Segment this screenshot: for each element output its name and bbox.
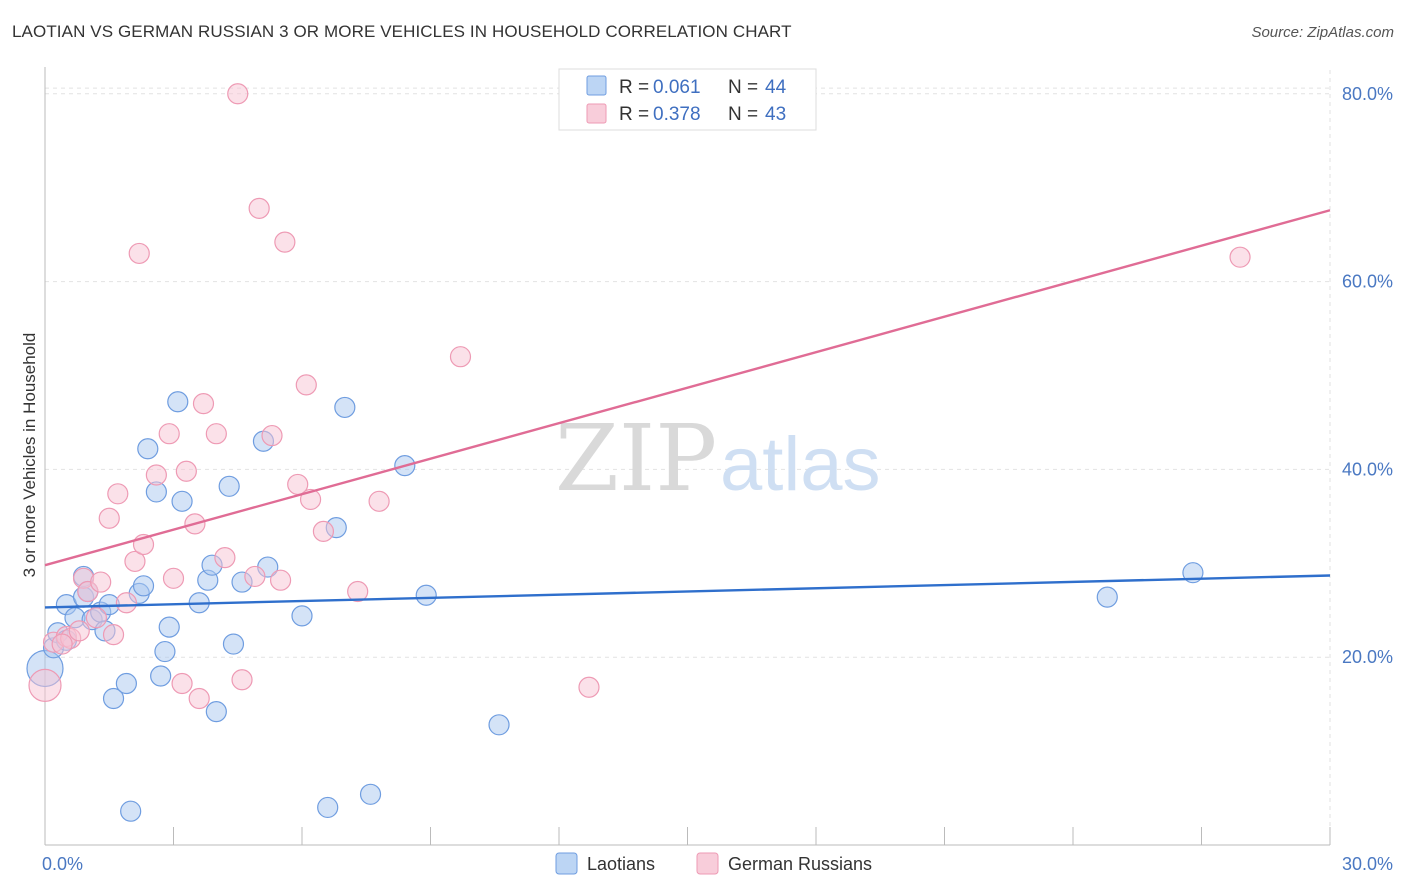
bottom-legend-laotians: Laotians	[587, 854, 655, 874]
bottom-legend-swatch-german-russians	[696, 852, 719, 875]
german-russians-point-12	[115, 592, 137, 614]
german-russians-point-7	[85, 607, 108, 629]
german-russians-point-10	[102, 624, 125, 646]
y-axis-title: 3 or more Vehicles in Household	[20, 333, 39, 578]
german-russians-point-30	[261, 424, 283, 447]
legend-swatch-german-russians	[586, 103, 607, 124]
laotians-point-40	[415, 584, 437, 606]
y-tick-label-3: 80.0%	[1342, 84, 1393, 104]
laotians-point-17	[132, 575, 155, 597]
laotians-point-35	[317, 796, 339, 819]
german-russians-point-26	[227, 83, 249, 105]
german-russians-point-25	[214, 547, 236, 569]
axes	[44, 67, 1331, 846]
laotians-point-21	[154, 640, 176, 663]
laotians-point-41	[488, 714, 510, 736]
y-tick-label-2: 60.0%	[1342, 272, 1393, 292]
laotians-point-14	[115, 672, 137, 695]
german-russians-point-24	[205, 423, 227, 445]
laotians-point-23	[167, 391, 189, 413]
laotians-point-20	[150, 665, 172, 687]
laotians-point-29	[218, 475, 240, 497]
german-russians-point-11	[107, 483, 129, 505]
laotians-trend-line	[44, 574, 1331, 609]
german-russians-point-31	[269, 569, 292, 591]
laotians-point-22	[158, 616, 180, 638]
y-tick-label-1: 40.0%	[1342, 459, 1393, 479]
zipatlas-watermark: ZIP atlas	[555, 405, 881, 512]
bottom-legend-german-russians: German Russians	[728, 854, 872, 874]
german-russians-point-19	[171, 672, 193, 695]
german-russians-point-32	[274, 231, 296, 253]
laotians-point-24	[171, 490, 193, 512]
bottom-legend-swatch-laotians	[555, 852, 578, 875]
laotians-point-18	[137, 438, 159, 460]
german-russians-point-40	[578, 676, 600, 698]
data-points	[26, 83, 1251, 822]
german-russians-trend-line	[44, 209, 1331, 567]
german-russians-point-14	[128, 242, 150, 265]
legend-swatch-laotians	[586, 75, 607, 96]
tick-labels: 20.0% 40.0% 60.0% 80.0% 0.0% 30.0%	[42, 84, 1393, 874]
watermark-atlas: atlas	[720, 422, 881, 507]
legend-n-value-1: 44	[765, 77, 787, 98]
laotians-point-28	[205, 701, 227, 723]
laotians-point-37	[334, 396, 356, 419]
legend-n-value-2: 43	[765, 104, 786, 125]
german-russians-point-34	[295, 374, 317, 396]
laotians-point-38	[359, 783, 382, 805]
laotians-point-42	[1096, 586, 1118, 608]
german-russians-point-27	[231, 669, 253, 691]
laotians-point-13	[102, 687, 125, 710]
german-russians-point-0	[28, 668, 62, 702]
german-russians-point-23	[192, 393, 215, 415]
german-russians-point-37	[347, 580, 369, 603]
german-russians-point-8	[90, 571, 112, 593]
x-tick-label-1: 30.0%	[1342, 854, 1393, 874]
german-russians-point-20	[175, 460, 197, 482]
german-russians-point-42	[51, 633, 73, 655]
trend-lines	[44, 209, 1331, 609]
german-russians-point-36	[312, 520, 335, 542]
chart-title: LAOTIAN VS GERMAN RUSSIAN 3 OR MORE VEHI…	[12, 22, 792, 41]
german-russians-point-18	[162, 567, 185, 589]
top-legend: R = 0.061 N = 44 R = 0.378 N = 43	[558, 68, 817, 131]
bottom-legend: Laotians German Russians	[555, 852, 872, 875]
german-russians-point-39	[449, 346, 472, 368]
german-russians-point-28	[244, 565, 266, 588]
laotians-point-15	[120, 800, 142, 822]
legend-r-value-1: 0.061	[653, 77, 701, 98]
german-russians-point-13	[124, 550, 146, 573]
german-russians-point-9	[98, 507, 120, 529]
x-tick-label-0: 0.0%	[42, 854, 83, 874]
chart-source: Source: ZipAtlas.com	[1251, 24, 1394, 41]
y-tick-label-0: 20.0%	[1342, 647, 1393, 667]
legend-r-label-1: R =	[619, 77, 649, 98]
german-russians-point-22	[188, 687, 210, 710]
german-russians-point-17	[158, 423, 180, 445]
legend-r-label-2: R =	[619, 104, 649, 125]
legend-n-label-2: N =	[728, 104, 758, 125]
legend-n-label-1: N =	[728, 77, 758, 98]
watermark-zip: ZIP	[555, 405, 717, 512]
laotians-point-30	[222, 633, 245, 655]
german-russians-point-41	[1229, 246, 1251, 268]
laotians-point-34	[291, 605, 313, 627]
legend-r-value-2: 0.378	[653, 104, 701, 125]
german-russians-point-16	[145, 464, 167, 486]
german-russians-point-29	[248, 197, 270, 219]
german-russians-point-38	[368, 490, 390, 512]
german-russians-point-4	[68, 620, 90, 642]
